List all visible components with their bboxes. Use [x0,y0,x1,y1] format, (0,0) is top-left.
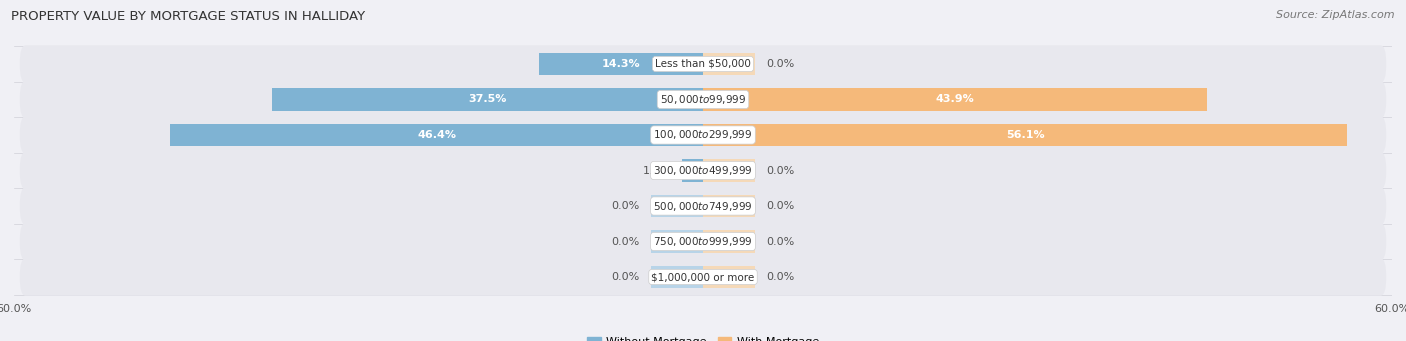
FancyBboxPatch shape [20,45,1386,83]
FancyBboxPatch shape [20,116,1386,154]
Text: $50,000 to $99,999: $50,000 to $99,999 [659,93,747,106]
Text: 43.9%: 43.9% [935,94,974,104]
Legend: Without Mortgage, With Mortgage: Without Mortgage, With Mortgage [582,332,824,341]
Bar [170,124,703,146]
Text: $100,000 to $299,999: $100,000 to $299,999 [654,129,752,142]
Text: $500,000 to $749,999: $500,000 to $749,999 [654,199,752,212]
Bar [703,266,755,288]
Bar [273,89,703,110]
FancyBboxPatch shape [20,81,1386,118]
Text: 14.3%: 14.3% [602,59,640,69]
Text: Less than $50,000: Less than $50,000 [655,59,751,69]
Text: $750,000 to $999,999: $750,000 to $999,999 [654,235,752,248]
Text: PROPERTY VALUE BY MORTGAGE STATUS IN HALLIDAY: PROPERTY VALUE BY MORTGAGE STATUS IN HAL… [11,10,366,23]
Bar [703,231,755,252]
Bar [651,266,703,288]
Bar [538,53,703,75]
Bar [651,195,703,217]
Bar [703,124,1347,146]
Bar [703,53,755,75]
Text: 0.0%: 0.0% [766,237,794,247]
Text: 0.0%: 0.0% [766,165,794,176]
Text: $1,000,000 or more: $1,000,000 or more [651,272,755,282]
Text: 0.0%: 0.0% [612,237,640,247]
Text: 0.0%: 0.0% [766,59,794,69]
FancyBboxPatch shape [20,152,1386,189]
Text: $300,000 to $499,999: $300,000 to $499,999 [654,164,752,177]
Bar [703,160,755,181]
Text: 37.5%: 37.5% [468,94,508,104]
Text: 0.0%: 0.0% [766,272,794,282]
Bar [651,231,703,252]
Bar [703,195,755,217]
Text: 0.0%: 0.0% [612,272,640,282]
Text: Source: ZipAtlas.com: Source: ZipAtlas.com [1277,10,1395,20]
Text: 56.1%: 56.1% [1005,130,1045,140]
Text: 0.0%: 0.0% [766,201,794,211]
FancyBboxPatch shape [20,223,1386,260]
Text: 1.8%: 1.8% [643,165,671,176]
Text: 46.4%: 46.4% [418,130,456,140]
Bar [682,160,703,181]
FancyBboxPatch shape [20,187,1386,225]
Bar [703,89,1208,110]
FancyBboxPatch shape [20,258,1386,296]
Text: 0.0%: 0.0% [612,201,640,211]
